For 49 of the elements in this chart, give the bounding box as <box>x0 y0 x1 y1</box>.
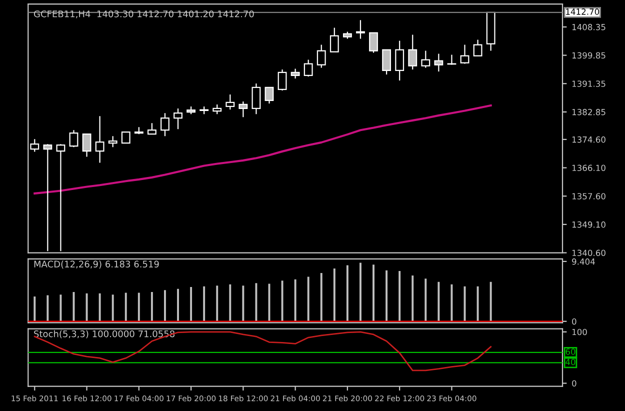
candlestick <box>447 54 456 66</box>
y-tick-label: 100 <box>572 328 587 336</box>
candlestick <box>434 53 444 72</box>
candlestick <box>395 40 404 81</box>
candlestick <box>226 94 235 110</box>
y-tick-label: 1357.60 <box>572 193 606 200</box>
ref-line-label: 60 <box>566 348 576 355</box>
candlestick <box>421 50 430 68</box>
candlestick <box>316 44 326 68</box>
ref-line-label: 40 <box>566 358 576 366</box>
candlestick <box>330 27 339 52</box>
y-tick-label: 1399.85 <box>572 52 606 59</box>
candlestick <box>460 44 470 64</box>
candlestick <box>382 49 392 75</box>
candlestick <box>30 138 40 152</box>
candlestick <box>212 104 222 115</box>
line-series <box>34 104 492 194</box>
candlestick <box>95 116 104 164</box>
candlestick <box>252 82 261 115</box>
candlestick <box>108 136 118 148</box>
ref-line-label: 1412.70 <box>566 8 600 15</box>
y-tick-label: 1382.85 <box>572 108 606 116</box>
y-tick-label: 1366.10 <box>572 164 606 172</box>
candlestick <box>238 100 248 118</box>
candlestick <box>174 108 182 130</box>
y-tick-label: 9.404 <box>572 258 595 265</box>
y-tick-label: 0 <box>572 380 576 387</box>
candlestick <box>290 68 300 79</box>
line-series <box>34 331 492 372</box>
candlestick <box>408 34 418 70</box>
candlestick <box>82 134 92 158</box>
candlestick <box>473 39 482 56</box>
y-tick-label: 1340.60 <box>572 250 606 256</box>
y-tick-label: 1349.10 <box>572 221 606 228</box>
candlestick <box>264 86 274 104</box>
candlestick <box>69 130 78 148</box>
candlestick <box>160 112 170 137</box>
candlestick <box>278 68 287 91</box>
y-tick-label: 0 <box>572 318 576 325</box>
y-tick-label: 1374.60 <box>572 136 606 143</box>
candlestick <box>147 122 156 135</box>
candlestick <box>56 144 66 252</box>
candlestick <box>304 59 313 77</box>
candlestick <box>121 132 130 144</box>
y-tick-label: 1408.35 <box>572 24 606 30</box>
y-tick-label: 1391.35 <box>572 80 606 87</box>
candlestick <box>369 32 378 54</box>
candlestick <box>356 20 365 40</box>
chart-title: MACD(12,26,9) 6.183 6.519 <box>34 260 159 269</box>
